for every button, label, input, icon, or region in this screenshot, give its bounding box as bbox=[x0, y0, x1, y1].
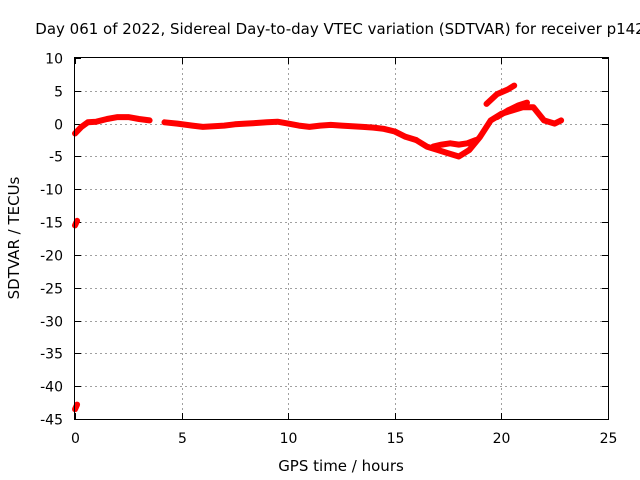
y-tick-label: -35 bbox=[40, 347, 63, 363]
tick-layer: 0 5 10 15 20 25 10 5 0 -5 -10 -15 -20 -25 -30 -35 -40 -45 bbox=[40, 52, 617, 448]
series-line bbox=[72, 217, 81, 229]
series-line bbox=[494, 99, 530, 121]
y-axis-label: SDTVAR / TECUs bbox=[5, 176, 23, 299]
x-tick-label: 20 bbox=[493, 431, 511, 447]
series-layer bbox=[72, 82, 565, 413]
series-line bbox=[483, 82, 518, 107]
series-line bbox=[430, 137, 479, 150]
plot-frame bbox=[74, 57, 609, 420]
chart-title: Day 061 of 2022, Sidereal Day-to-day VTE… bbox=[35, 20, 640, 38]
y-tick-label: -40 bbox=[40, 380, 63, 396]
y-tick-label: -5 bbox=[49, 150, 63, 166]
x-tick-label: 25 bbox=[600, 431, 618, 447]
series-line bbox=[161, 118, 420, 143]
x-axis-label: GPS time / hours bbox=[278, 457, 404, 475]
grid-layer bbox=[75, 58, 608, 419]
y-tick-label: -30 bbox=[40, 315, 63, 331]
y-tick-label: -10 bbox=[40, 183, 63, 199]
x-tick-label: 10 bbox=[280, 431, 298, 447]
x-tick-label: 5 bbox=[178, 431, 187, 447]
y-tick-label: 5 bbox=[54, 85, 63, 101]
series-line bbox=[72, 401, 81, 413]
y-tick-label: -45 bbox=[40, 413, 63, 429]
series-line bbox=[72, 114, 153, 137]
x-tick-label: 15 bbox=[387, 431, 405, 447]
x-tick-label: 0 bbox=[71, 431, 80, 447]
y-tick-label: -25 bbox=[40, 282, 63, 298]
y-tick-label: -20 bbox=[40, 249, 63, 265]
y-tick-label: 10 bbox=[45, 52, 63, 68]
y-tick-label: -15 bbox=[40, 216, 63, 232]
series-line bbox=[413, 104, 565, 160]
y-tick-label: 0 bbox=[54, 118, 63, 134]
